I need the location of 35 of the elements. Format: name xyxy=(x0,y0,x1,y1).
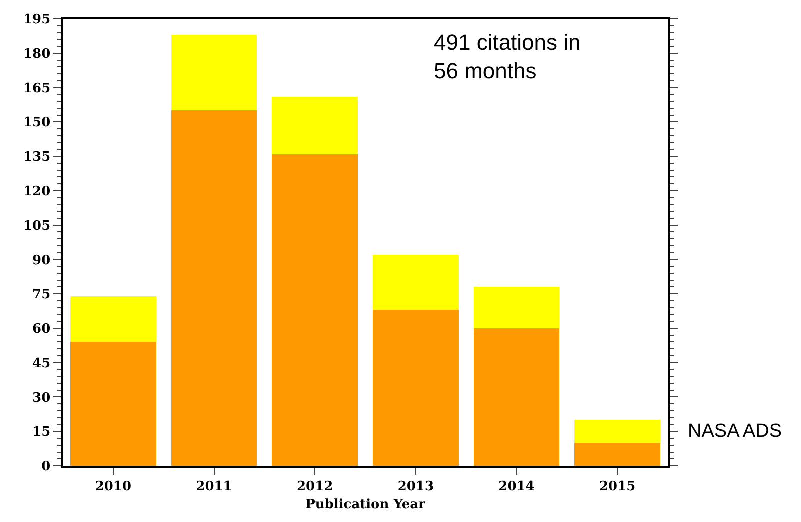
y-tick-label: 120 xyxy=(24,184,51,200)
bar xyxy=(373,310,459,466)
bar xyxy=(574,420,660,444)
y-tick-label: 195 xyxy=(24,12,51,28)
y-tick-label: 180 xyxy=(24,46,51,62)
x-axis-title: Publication Year xyxy=(306,497,426,512)
bar xyxy=(70,342,156,466)
y-tick-label: 150 xyxy=(24,116,51,131)
y-tick-label: 105 xyxy=(24,218,51,234)
text: NASA ADS xyxy=(688,421,782,442)
bar xyxy=(171,110,258,466)
x-tick-label: 2013 xyxy=(398,479,434,494)
bar xyxy=(574,443,660,466)
y-tick-label: 60 xyxy=(32,322,51,338)
y-tick-label: 30 xyxy=(32,390,51,406)
bar xyxy=(70,296,156,342)
y-tick-label: 45 xyxy=(32,356,51,372)
bar xyxy=(272,154,358,466)
x-tick-label: 2012 xyxy=(296,479,334,494)
y-tick-label: 75 xyxy=(32,288,51,303)
y-tick-label: 90 xyxy=(32,253,51,268)
bar xyxy=(373,255,459,310)
bar xyxy=(272,96,358,154)
bar xyxy=(474,328,560,466)
y-tick-label: 165 xyxy=(24,81,51,96)
x-tick-label: 2010 xyxy=(95,479,132,494)
x-tick-label: 2015 xyxy=(599,479,636,494)
x-tick-label: 2014 xyxy=(498,479,535,494)
y-tick-label: 135 xyxy=(24,150,51,166)
bar xyxy=(171,35,258,111)
annotation: 491 citations in 56 months xyxy=(434,30,581,84)
y-tick-label: 15 xyxy=(32,425,51,440)
bar xyxy=(474,287,560,328)
y-tick-label: 0 xyxy=(42,460,51,475)
x-tick-label: 2011 xyxy=(196,479,232,494)
